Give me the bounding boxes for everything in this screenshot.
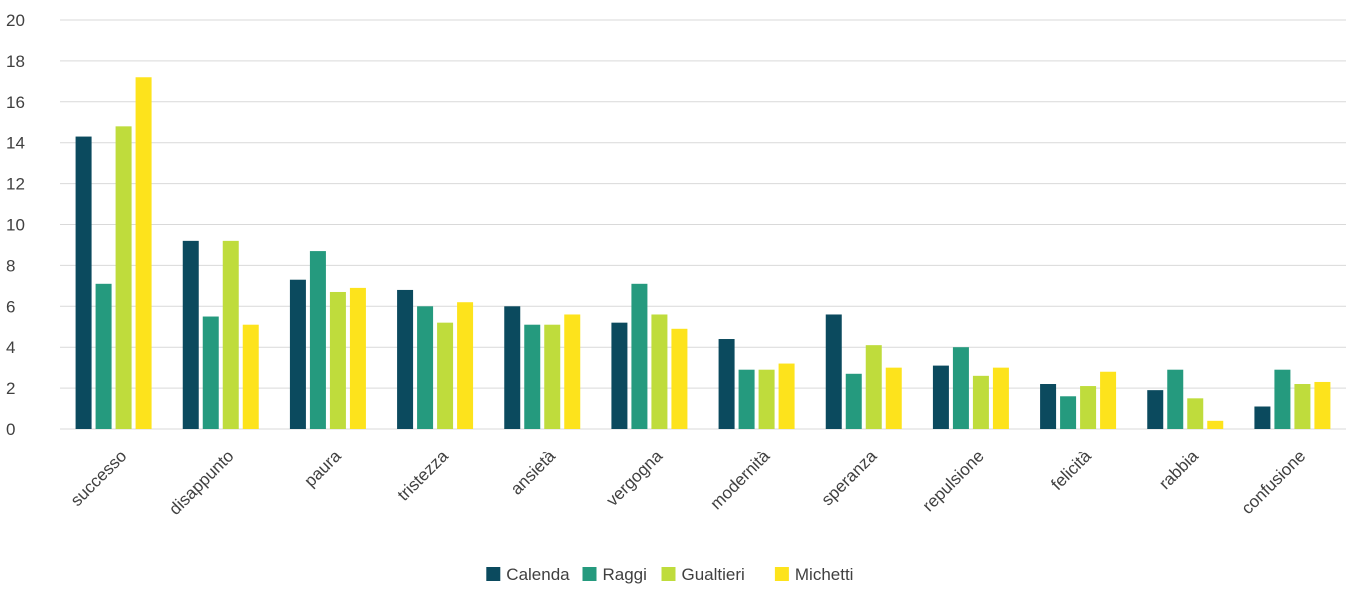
bar-michetti-2 [349, 287, 366, 429]
bar-gualtieri-4 [544, 324, 561, 429]
x-tick-label: tristezza [394, 446, 453, 505]
bar-gualtieri-1 [222, 240, 239, 429]
x-tick-label: ansietà [507, 446, 560, 499]
bar-calenda-8 [932, 365, 949, 429]
y-axis-ticks: 0 2 4 6 8 10 12 14 16 18 20 [6, 11, 25, 439]
bar-michetti-10 [1207, 420, 1224, 429]
bar-raggi-3 [417, 306, 434, 429]
bar-raggi-1 [202, 316, 219, 429]
bar-michetti-9 [1100, 371, 1117, 429]
x-tick-label: disappunto [165, 446, 237, 518]
y-tick-label: 14 [6, 134, 25, 153]
bar-michetti-6 [778, 363, 795, 429]
bar-raggi-0 [95, 283, 112, 429]
bar-michetti-5 [671, 328, 688, 429]
x-tick-label: confusione [1238, 446, 1310, 518]
bar-raggi-4 [524, 324, 541, 429]
y-tick-label: 6 [6, 297, 15, 316]
legend-swatch-calenda [486, 567, 501, 581]
legend-swatch-raggi [582, 567, 597, 581]
bar-raggi-6 [738, 369, 755, 429]
x-tick-label: felicità [1047, 446, 1095, 494]
x-tick-label: repulsione [919, 446, 988, 515]
bar-calenda-9 [1040, 384, 1057, 429]
bar-gualtieri-6 [758, 369, 775, 429]
bar-calenda-0 [75, 136, 92, 429]
y-tick-label: 12 [6, 175, 25, 194]
y-tick-label: 20 [6, 11, 25, 30]
x-tick-label: vergogna [603, 446, 667, 510]
bar-gualtieri-5 [651, 314, 668, 429]
x-tick-label: speranza [818, 446, 881, 509]
y-tick-label: 16 [6, 93, 25, 112]
bar-michetti-1 [242, 324, 259, 429]
bar-raggi-10 [1167, 369, 1184, 429]
bar-gualtieri-3 [437, 322, 454, 429]
bar-calenda-3 [397, 289, 414, 429]
bar-raggi-11 [1274, 369, 1291, 429]
y-tick-label: 10 [6, 216, 25, 235]
bar-gualtieri-8 [972, 375, 989, 429]
bar-michetti-8 [992, 367, 1009, 429]
bar-gualtieri-9 [1080, 386, 1097, 429]
bar-calenda-7 [825, 314, 842, 429]
bar-calenda-1 [182, 240, 199, 429]
bar-raggi-9 [1060, 396, 1077, 429]
bar-gualtieri-0 [115, 126, 132, 429]
y-tick-label: 4 [6, 338, 15, 357]
bars [75, 77, 1331, 429]
x-tick-label: modernità [707, 446, 774, 513]
x-tick-label: successo [67, 446, 131, 510]
legend-label-gualtieri: Gualtieri [682, 565, 745, 584]
bar-calenda-4 [504, 306, 521, 429]
bar-raggi-2 [309, 251, 326, 429]
bar-raggi-7 [845, 373, 862, 429]
bar-gualtieri-11 [1294, 384, 1311, 429]
bar-gualtieri-2 [329, 291, 346, 429]
x-tick-label: rabbia [1155, 446, 1202, 493]
bar-michetti-11 [1314, 381, 1331, 429]
gridlines [60, 19, 1346, 430]
y-tick-label: 0 [6, 420, 15, 439]
legend: Calenda Raggi Gualtieri Michetti [486, 565, 853, 584]
bar-gualtieri-7 [865, 345, 882, 429]
legend-label-michetti: Michetti [795, 565, 854, 584]
bar-raggi-8 [952, 347, 969, 429]
bar-calenda-10 [1147, 390, 1164, 429]
bar-calenda-6 [718, 339, 735, 429]
bar-michetti-3 [457, 302, 474, 429]
legend-swatch-michetti [774, 567, 789, 581]
bar-calenda-11 [1254, 406, 1271, 429]
bar-calenda-5 [611, 322, 628, 429]
bar-gualtieri-10 [1187, 398, 1204, 429]
x-axis-ticks: successo disappunto paura tristezza ansietà v… [67, 446, 1309, 519]
legend-label-raggi: Raggi [603, 565, 647, 584]
y-tick-label: 18 [6, 52, 25, 71]
bar-michetti-7 [885, 367, 902, 429]
legend-swatch-gualtieri [661, 567, 676, 581]
bar-calenda-2 [289, 279, 306, 429]
bar-michetti-4 [564, 314, 581, 429]
y-tick-label: 2 [6, 379, 15, 398]
legend-label-calenda: Calenda [506, 565, 570, 584]
y-tick-label: 8 [6, 256, 15, 275]
bar-michetti-0 [135, 77, 152, 429]
x-tick-label: paura [301, 446, 346, 491]
bar-raggi-5 [631, 283, 648, 429]
